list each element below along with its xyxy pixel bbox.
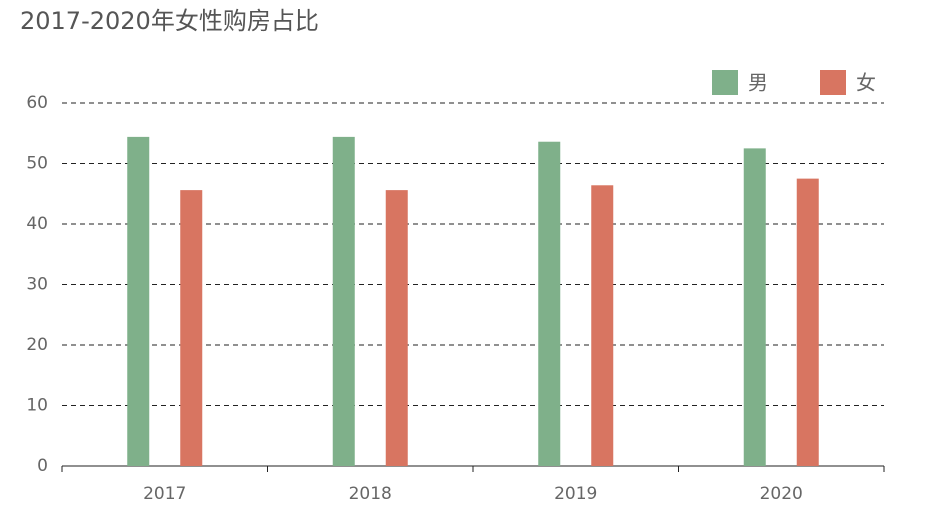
y-tick-label: 60 <box>26 93 48 113</box>
x-tick-label: 2020 <box>760 484 803 504</box>
y-tick-label: 0 <box>37 456 48 476</box>
bar <box>180 190 203 466</box>
y-tick-label: 30 <box>26 275 48 295</box>
legend-swatch <box>712 70 738 95</box>
x-tick-label: 2018 <box>349 484 392 504</box>
chart-title: 2017-2020年女性购房占比 <box>20 7 319 35</box>
y-tick-label: 20 <box>26 335 48 355</box>
bar <box>743 148 766 466</box>
bar <box>385 190 408 466</box>
y-tick-label: 10 <box>26 396 48 416</box>
bar <box>332 136 355 466</box>
y-tick-label: 50 <box>26 154 48 174</box>
bar <box>538 141 561 466</box>
legend-label: 女 <box>856 71 876 95</box>
bar <box>796 178 819 466</box>
x-tick-label: 2019 <box>554 484 597 504</box>
y-tick-label: 40 <box>26 214 48 234</box>
bar <box>127 136 150 466</box>
x-tick-label: 2017 <box>143 484 186 504</box>
bar <box>591 185 614 466</box>
legend-label: 男 <box>748 71 768 95</box>
legend-swatch <box>820 70 846 95</box>
